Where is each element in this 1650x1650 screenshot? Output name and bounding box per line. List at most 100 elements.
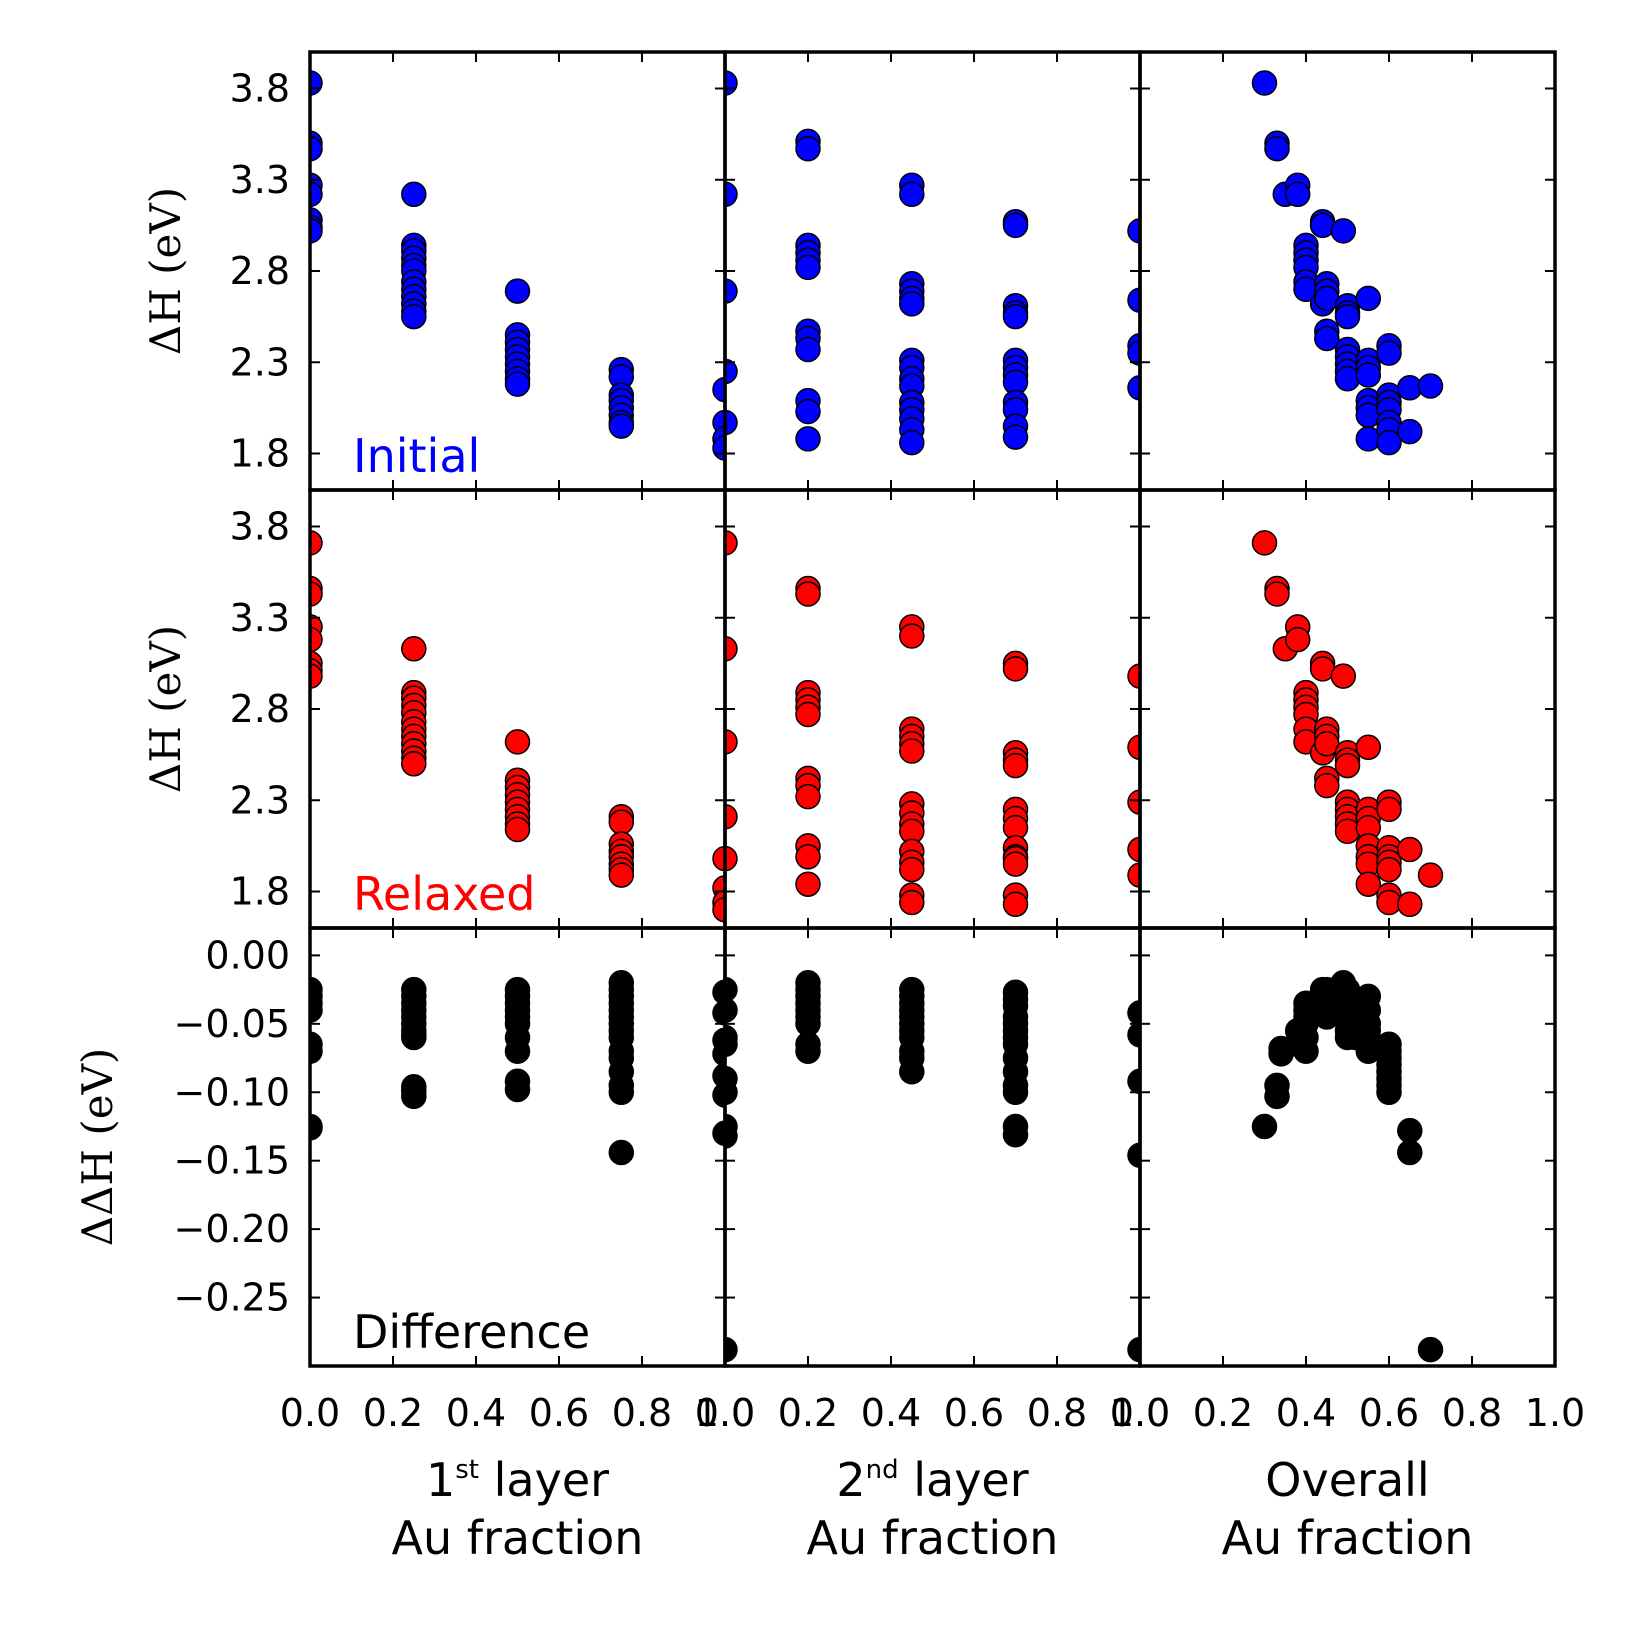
data-point [795, 581, 821, 607]
data-point [310, 181, 323, 208]
y-axis-label: ΔH (eV) [141, 625, 190, 793]
data-point [899, 1058, 925, 1085]
data-point [1355, 285, 1382, 312]
y-tick-label: 3.3 [230, 158, 290, 202]
panel-frame [723, 926, 1142, 1368]
data-point [1127, 218, 1140, 244]
data-point [504, 729, 531, 755]
data-point [1002, 752, 1029, 779]
data-point [725, 1031, 738, 1058]
row-labels: Initial Relaxed Difference [353, 429, 590, 1359]
x-tick-label: 0.6 [529, 1391, 589, 1435]
data-point [1002, 656, 1029, 682]
data-point [1264, 1083, 1290, 1110]
data-point [310, 581, 323, 607]
data-point [608, 1079, 635, 1106]
data-point [401, 751, 427, 777]
y-tick-label: −0.15 [174, 1139, 290, 1183]
y-tick-label: 1.8 [230, 870, 290, 914]
x-tick-label: 0.8 [612, 1391, 672, 1435]
y-tick-label: 3.8 [230, 505, 290, 549]
y-tick-label: 2.3 [230, 340, 290, 384]
data-point [1417, 862, 1444, 888]
data-point [1127, 862, 1140, 888]
y-tick-label: −0.20 [174, 1207, 290, 1251]
data-point [310, 626, 323, 653]
data-point [1417, 1336, 1444, 1363]
data-point [1127, 1022, 1140, 1048]
data-point [725, 278, 738, 304]
x-axis-label-line1: Overall [1265, 1453, 1429, 1507]
x-axis-label-line1: 1st layer [426, 1453, 609, 1507]
data-point [1376, 429, 1402, 456]
data-point [712, 1082, 725, 1108]
data-point [712, 1000, 725, 1026]
x-tick-label: 0.6 [944, 1391, 1004, 1435]
data-point [725, 845, 738, 872]
x-tick-label: 0.8 [1027, 1391, 1087, 1435]
data-point [1284, 626, 1311, 653]
data-point [725, 1336, 738, 1363]
data-point [310, 1115, 323, 1141]
x-tick-label: 0.2 [1193, 1391, 1253, 1435]
data-point [1376, 340, 1402, 366]
data-point [310, 1038, 323, 1064]
data-point [712, 897, 725, 923]
x-tick-label: 0.4 [861, 1391, 921, 1435]
data-point [1127, 340, 1140, 366]
data-point [795, 336, 821, 363]
data-point [1397, 836, 1423, 863]
data-point [1002, 212, 1029, 239]
data-point [1127, 1068, 1140, 1095]
data-point [712, 1041, 725, 1067]
data-point [712, 979, 725, 1006]
row-label-relaxed: Relaxed [353, 867, 535, 921]
x-tick-label: 0.4 [446, 1391, 506, 1435]
x-axis-label-line2: Au fraction [1222, 1511, 1474, 1565]
data-point [310, 663, 323, 689]
data-point [725, 530, 738, 556]
data-point [310, 997, 323, 1023]
data-point [795, 844, 821, 870]
data-point [795, 701, 821, 728]
y-tick-label: −0.05 [174, 1002, 290, 1046]
y-axis-label: ΔH (eV) [141, 187, 190, 355]
data-point [1376, 1079, 1402, 1106]
data-point [795, 398, 821, 425]
x-tick-label: 0.2 [778, 1391, 838, 1435]
panel-frame [723, 50, 1142, 492]
data-point [899, 856, 925, 883]
data-point [899, 429, 925, 456]
data-point [1314, 325, 1340, 352]
data-point [608, 862, 635, 888]
data-point [899, 889, 925, 916]
data-point [1376, 796, 1402, 823]
data-point [504, 816, 531, 843]
panel-difference-overall [1251, 970, 1444, 1363]
data-point [899, 291, 925, 317]
data-point [401, 181, 427, 208]
data-point [401, 1022, 427, 1048]
panel-frame [723, 488, 1142, 930]
data-point [1334, 818, 1361, 845]
data-point [1330, 218, 1357, 244]
panel-frame [308, 50, 727, 492]
data-point [1314, 772, 1340, 799]
y-tick-label: 3.8 [230, 67, 290, 111]
y-tick-label: −0.10 [174, 1070, 290, 1114]
data-point [310, 218, 323, 244]
x-tick-label: 0.8 [1442, 1391, 1502, 1435]
x-axis-label-line2: Au fraction [392, 1511, 644, 1565]
data-point [1002, 851, 1029, 877]
panel-relaxed-second [725, 530, 1140, 918]
data-point [1397, 1117, 1423, 1144]
panel-difference-first [310, 970, 725, 1166]
panel-initial-first [310, 70, 725, 461]
data-point [1127, 375, 1140, 401]
data-point [1334, 752, 1361, 779]
data-point [1397, 418, 1423, 445]
data-point [401, 303, 427, 330]
data-point [504, 371, 531, 397]
data-point [725, 729, 738, 755]
